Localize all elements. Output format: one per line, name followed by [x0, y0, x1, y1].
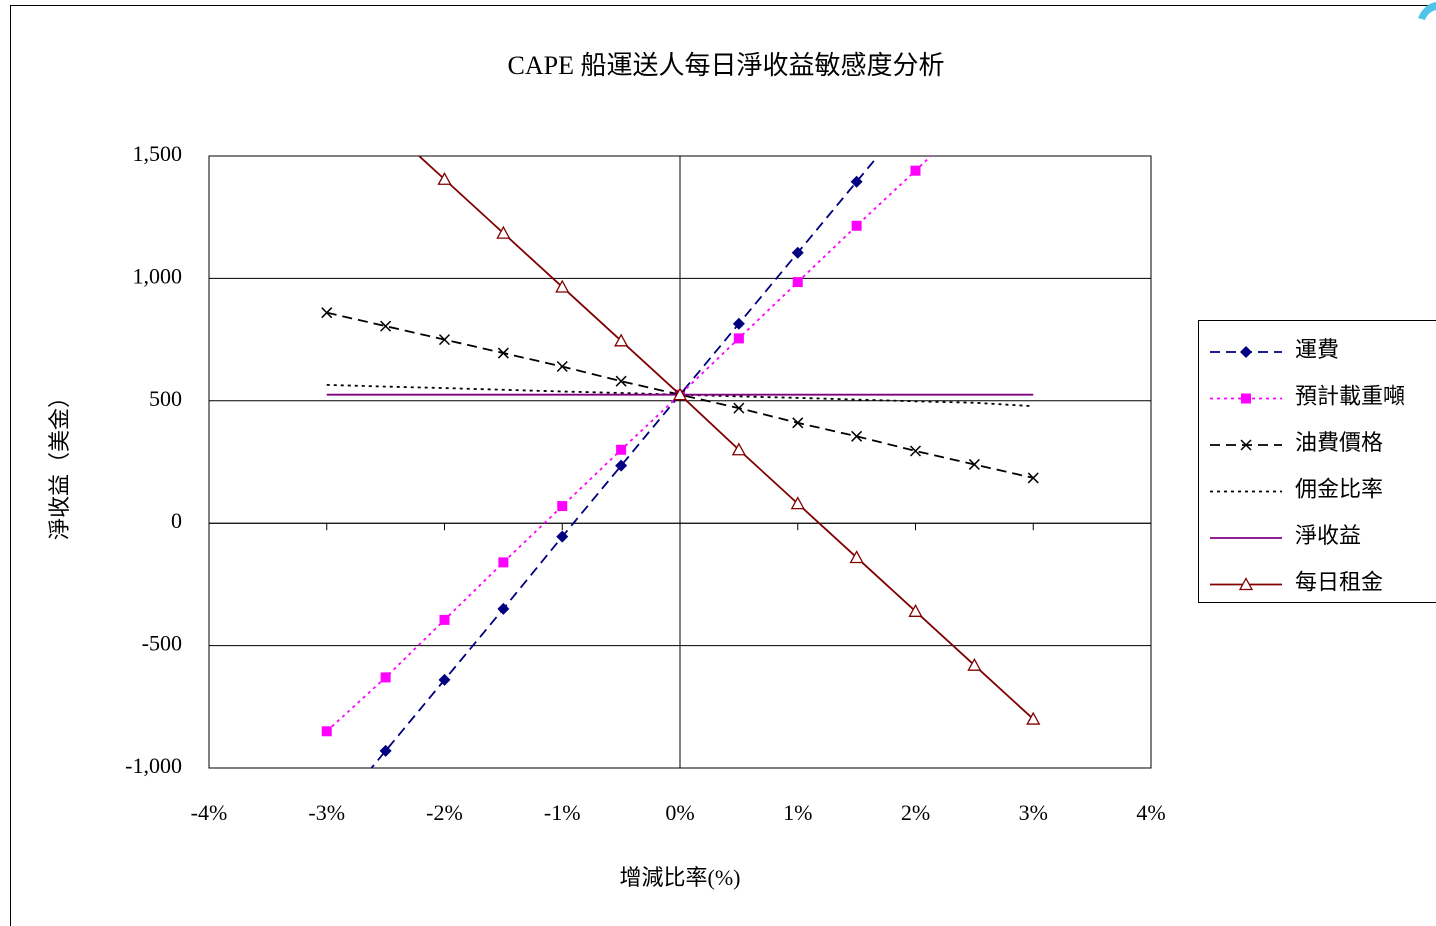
y-tick-label: 1,000 — [133, 263, 183, 288]
marker — [908, 603, 923, 617]
marker — [614, 333, 629, 347]
x-axis-label: 增減比率(%) — [620, 865, 741, 890]
x-tick-label: 2% — [901, 800, 930, 825]
legend-label: 每日租金 — [1295, 570, 1383, 595]
x-tick-label: 1% — [783, 800, 812, 825]
marker — [497, 347, 509, 359]
marker — [910, 165, 921, 176]
marker — [380, 672, 391, 683]
marker — [968, 458, 980, 470]
x-tick-label: 0% — [665, 800, 694, 825]
y-tick-label: -1,000 — [125, 753, 182, 778]
marker — [615, 459, 628, 472]
x-tick-label: 3% — [1019, 800, 1048, 825]
marker — [437, 171, 452, 185]
marker — [380, 320, 392, 332]
marker — [731, 442, 746, 456]
marker — [556, 530, 569, 543]
y-tick-label: 1,500 — [133, 141, 183, 166]
marker — [851, 220, 862, 231]
logo — [1418, 2, 1436, 20]
marker — [615, 375, 627, 387]
marker — [790, 496, 805, 510]
marker — [557, 501, 568, 512]
marker — [1026, 711, 1041, 725]
marker — [792, 277, 803, 288]
marker — [616, 444, 627, 455]
marker — [792, 417, 804, 429]
x-tick-label: -4% — [191, 800, 228, 825]
x-tick-label: -3% — [308, 800, 345, 825]
y-tick-label: -500 — [142, 631, 182, 656]
x-tick-label: -1% — [544, 800, 581, 825]
marker — [321, 307, 333, 319]
marker — [733, 402, 745, 414]
legend-label: 淨收益 — [1295, 523, 1361, 548]
legend-box — [1198, 320, 1436, 603]
marker — [1027, 472, 1039, 484]
x-tick-label: -2% — [426, 800, 463, 825]
marker — [849, 550, 864, 564]
y-tick-label: 500 — [149, 386, 182, 411]
marker — [967, 657, 982, 671]
marker — [438, 673, 451, 686]
marker — [909, 445, 922, 457]
marker — [556, 360, 568, 373]
marker — [438, 334, 451, 346]
marker — [851, 430, 863, 442]
series-layer — [321, 156, 1041, 768]
marker — [321, 726, 332, 737]
marker — [732, 317, 745, 330]
legend-marker — [1238, 577, 1254, 591]
y-axis-label: 淨收益（美金） — [47, 386, 72, 540]
legend-marker — [1241, 393, 1251, 404]
chart-title: CAPE 船運送人每日淨收益敏感度分析 — [508, 51, 945, 80]
marker — [672, 387, 688, 401]
marker — [791, 246, 804, 259]
y-tick-label: 0 — [171, 508, 182, 533]
legend-marker — [1240, 346, 1252, 358]
marker — [555, 279, 570, 293]
marker — [733, 333, 744, 344]
legend-marker — [1240, 439, 1252, 451]
marker — [379, 744, 392, 757]
marker — [439, 614, 450, 625]
marker — [496, 225, 511, 239]
legend-label: 佣金比率 — [1295, 477, 1383, 502]
legend-label: 油費價格 — [1295, 430, 1383, 455]
marker — [497, 602, 510, 615]
series-line — [326, 383, 1034, 408]
marker — [498, 557, 509, 568]
legend-label: 預計載重噸 — [1295, 384, 1405, 409]
x-tick-label: 4% — [1136, 800, 1165, 825]
marker — [850, 175, 863, 188]
legend-label: 運費 — [1295, 337, 1339, 362]
